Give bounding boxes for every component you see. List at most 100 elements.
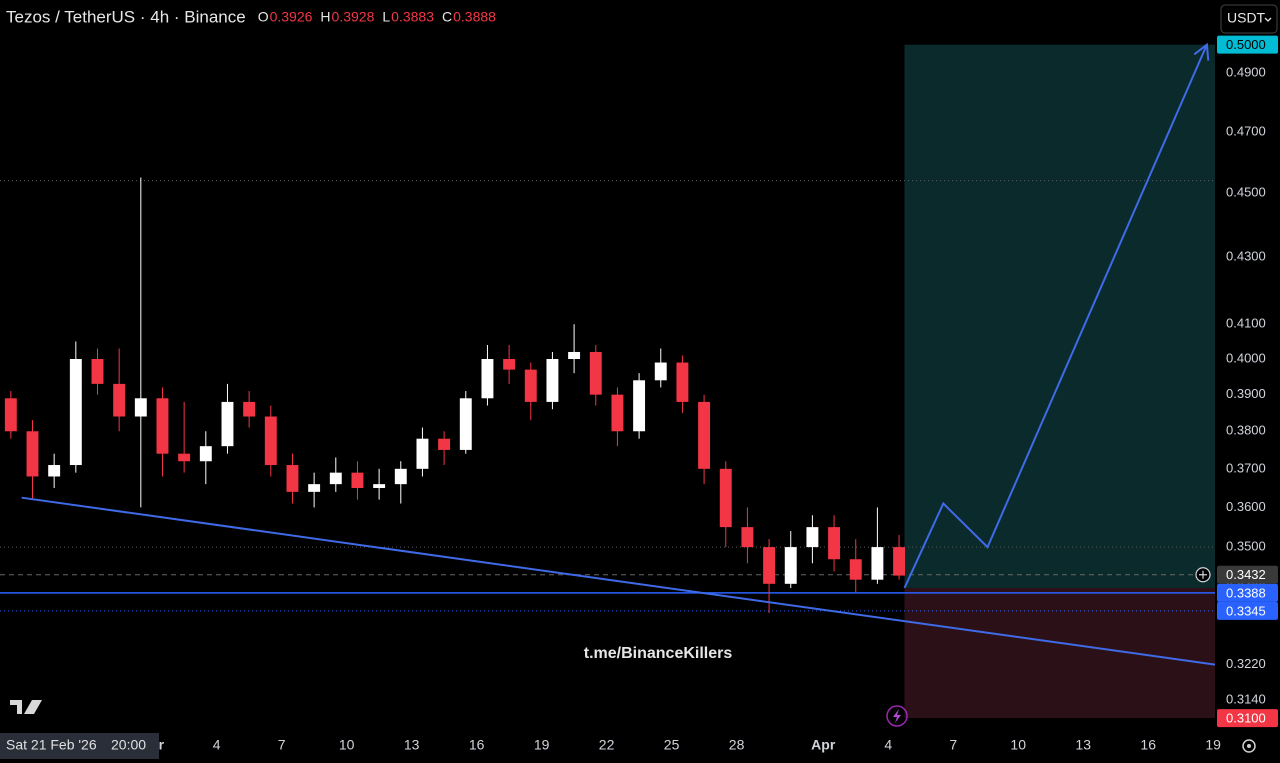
- ohlc-value: 0.3883: [391, 9, 434, 25]
- candle-body: [113, 383, 126, 417]
- x-tick-label: 16: [1140, 737, 1156, 753]
- candle-body: [438, 438, 451, 450]
- settings-icon[interactable]: [1242, 739, 1256, 753]
- candle-body: [329, 472, 342, 485]
- x-tick-label: Apr: [811, 737, 836, 753]
- candle-body: [828, 527, 841, 560]
- price-tag: [1217, 601, 1278, 620]
- price-tag: [1217, 583, 1278, 602]
- x-tick-label: 25: [664, 737, 680, 753]
- lightning-icon[interactable]: [886, 705, 908, 727]
- header: Tezos / TetherUS · 4h · Binance O 0.3926 H…: [6, 7, 496, 26]
- price-tag: [1217, 709, 1278, 728]
- price-tag-label: 0.3100: [1226, 711, 1266, 726]
- x-tick-label: 4: [884, 737, 892, 753]
- candle-body: [763, 547, 776, 584]
- candle-body: [134, 398, 147, 417]
- y-tick-label: 0.4000: [1226, 350, 1266, 365]
- trendline: [21, 496, 1216, 666]
- candle-body: [91, 359, 104, 384]
- tradingview-logo[interactable]: [10, 700, 42, 714]
- loss-zone: [904, 587, 1215, 719]
- symbol-title: Tezos / TetherUS · 4h · Binance: [6, 7, 246, 26]
- x-tick-label: 28: [729, 737, 745, 753]
- y-tick-label: 0.4500: [1226, 185, 1266, 200]
- candle-body: [48, 465, 61, 477]
- candle-body: [568, 351, 581, 360]
- candle-body: [589, 351, 602, 395]
- candle-body: [351, 472, 364, 488]
- x-tick-label: 7: [949, 737, 957, 753]
- candle-body: [199, 446, 212, 462]
- x-tick-label: 7: [278, 737, 286, 753]
- candle-body: [459, 398, 472, 450]
- x-tick-label: 22: [599, 737, 615, 753]
- ohlc-key: O: [258, 9, 269, 25]
- candle-body: [26, 431, 39, 477]
- currency-label[interactable]: USDT: [1227, 10, 1266, 26]
- candle-body: [373, 484, 386, 488]
- y-tick-label: 0.3220: [1226, 656, 1266, 671]
- y-tick-label: 0.4300: [1226, 249, 1266, 264]
- y-tick-label: 0.3500: [1226, 539, 1266, 554]
- candle-body: [416, 438, 429, 469]
- candle-body: [394, 468, 407, 485]
- candle-body: [698, 401, 711, 469]
- candle-body: [633, 380, 646, 432]
- time-axis: [0, 735, 1215, 763]
- x-tick-label: 13: [1075, 737, 1091, 753]
- price-tag-label: 0.3432: [1226, 567, 1266, 582]
- profit-zone: [904, 44, 1215, 588]
- price-tag-label: 0.3388: [1226, 585, 1266, 600]
- candle-body: [849, 559, 862, 580]
- candle-body: [676, 362, 689, 402]
- plot-area: [0, 42, 1216, 719]
- candle-body: [654, 362, 667, 381]
- price-tag-label: 0.5000: [1226, 37, 1266, 52]
- candle-body: [178, 453, 191, 462]
- y-tick-label: 0.3600: [1226, 499, 1266, 514]
- x-tick-label: 10: [339, 737, 355, 753]
- y-tick-label: 0.3800: [1226, 423, 1266, 438]
- y-tick-label: 0.3140: [1226, 691, 1266, 706]
- ohlc-value: 0.3888: [453, 9, 496, 25]
- candle-body: [4, 398, 17, 432]
- candle-body: [264, 416, 277, 466]
- price-tags: 0.5000 0.3432 0.3388 0.3345 0.3100: [1195, 35, 1278, 728]
- candle-body: [156, 398, 169, 454]
- candle-body: [784, 547, 797, 584]
- currency-button[interactable]: [1220, 4, 1278, 34]
- x-tick-label: 19: [534, 737, 550, 753]
- add-alert-plus: [1199, 570, 1207, 579]
- y-tick-label: 0.4700: [1226, 123, 1266, 138]
- price-axis: [1215, 0, 1280, 763]
- chevron: [1264, 17, 1272, 22]
- x-tick-label: 10: [1010, 737, 1026, 753]
- settings-icon-center: [1247, 744, 1251, 748]
- watermark: t.me/BinanceKillers: [584, 645, 733, 662]
- candle-body: [69, 359, 82, 466]
- candle-body: [806, 527, 819, 548]
- candle-body: [893, 547, 906, 576]
- crosshair-date: Sat 21 Feb '26: [6, 737, 97, 753]
- x-tick-label: 13: [404, 737, 420, 753]
- crosshair-date-box: [0, 733, 159, 759]
- crosshair-time: 20:00: [111, 737, 146, 753]
- candle-body: [286, 465, 299, 492]
- price-tag: [1217, 565, 1278, 584]
- lightning-glyph: [893, 709, 901, 723]
- ohlc-key: C: [442, 9, 452, 25]
- candle-body: [871, 547, 884, 580]
- y-tick-label: 0.4900: [1226, 65, 1266, 80]
- overlay: t.me/BinanceKillers: [10, 645, 908, 727]
- x-tick-label: 16: [469, 737, 485, 753]
- ohlc-key: L: [382, 9, 390, 25]
- ohlc-value: 0.3926: [270, 9, 313, 25]
- candle-body: [719, 468, 732, 528]
- candle-body: [546, 359, 559, 402]
- y-tick-label: 0.4100: [1226, 316, 1266, 331]
- y-tick-label: 0.3900: [1226, 386, 1266, 401]
- candle-body: [524, 369, 537, 402]
- candle-body: [243, 401, 256, 417]
